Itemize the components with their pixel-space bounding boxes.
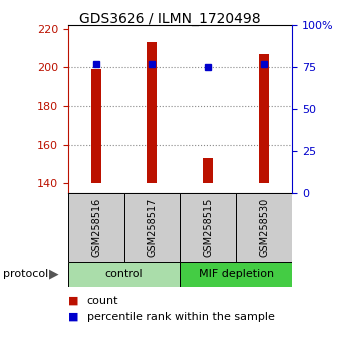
Text: count: count bbox=[87, 296, 118, 306]
Bar bbox=[124, 193, 180, 262]
Bar bbox=[203, 158, 213, 183]
Bar bbox=[180, 262, 292, 287]
Bar bbox=[259, 54, 269, 183]
Text: GSM258530: GSM258530 bbox=[259, 198, 269, 257]
Text: MIF depletion: MIF depletion bbox=[199, 269, 274, 279]
Text: GSM258517: GSM258517 bbox=[147, 198, 157, 257]
Text: GSM258515: GSM258515 bbox=[203, 198, 213, 257]
Text: GDS3626 / ILMN_1720498: GDS3626 / ILMN_1720498 bbox=[79, 12, 261, 27]
Text: GSM258516: GSM258516 bbox=[91, 198, 101, 257]
Bar bbox=[180, 193, 236, 262]
Bar bbox=[68, 193, 124, 262]
Text: percentile rank within the sample: percentile rank within the sample bbox=[87, 312, 275, 322]
Bar bbox=[236, 193, 292, 262]
Text: control: control bbox=[105, 269, 143, 279]
Bar bbox=[91, 69, 101, 183]
Bar bbox=[147, 42, 157, 183]
Text: ▶: ▶ bbox=[49, 268, 59, 281]
Bar bbox=[68, 262, 180, 287]
Text: ■: ■ bbox=[68, 296, 79, 306]
Text: ■: ■ bbox=[68, 312, 79, 322]
Text: protocol: protocol bbox=[3, 269, 49, 279]
